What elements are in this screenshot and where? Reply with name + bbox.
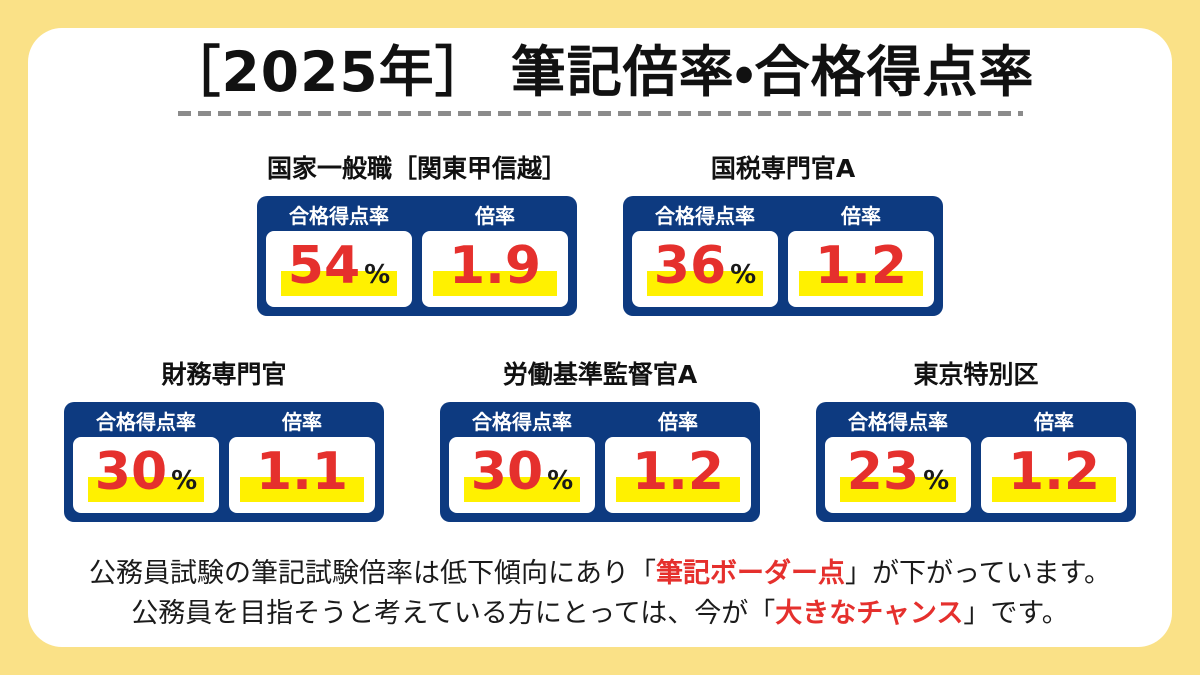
exam-group-kokuzei: 国税専門官A 合格得点率 36% 倍率 1.2 [623, 154, 943, 316]
ratio-value: 1.2 [814, 235, 908, 296]
stat-card: 合格得点率 54% 倍率 1.9 [257, 195, 577, 316]
score-rate-label: 合格得点率 [289, 203, 389, 228]
percent-sign: % [364, 259, 391, 290]
ratio-column: 倍率 1.9 [422, 201, 568, 307]
stat-card: 合格得点率 36% 倍率 1.2 [623, 195, 943, 316]
ratio-label: 倍率 [658, 409, 698, 434]
percent-sign: % [171, 465, 198, 496]
highlight-bar: 1.2 [991, 446, 1117, 502]
page-title: ［2025年］ 筆記倍率・合格得点率 [165, 40, 1035, 104]
percent-sign: % [547, 465, 574, 496]
exam-name: 国税専門官A [710, 153, 856, 183]
ratio-column: 倍率 1.2 [788, 201, 934, 307]
ratio-value: 1.2 [631, 441, 725, 502]
exam-name: 国家一般職［関東甲信越］ [266, 153, 567, 183]
footer-text: 」が下がっています。 [845, 557, 1111, 589]
score-rate-label: 合格得点率 [848, 409, 948, 434]
ratio-value: 1.2 [1007, 441, 1101, 502]
score-column: 合格得点率 36% [632, 201, 778, 307]
stat-card: 合格得点率 30% 倍率 1.2 [440, 401, 760, 522]
exam-group-roudou: 労働基準監督官A 合格得点率 30% 倍率 1.2 [440, 360, 760, 522]
score-value-box: 36% [632, 230, 778, 307]
ratio-value-box: 1.1 [229, 436, 375, 513]
highlight-bar: 30% [87, 446, 205, 502]
score-value-box: 23% [825, 436, 971, 513]
ratio-label: 倍率 [841, 203, 881, 228]
ratio-value: 1.9 [448, 235, 542, 296]
footer-line-2: 公務員を目指そうと考えている方にとっては、今が「大きなチャンス」です。 [89, 594, 1111, 635]
score-value: 36 [653, 235, 727, 296]
highlight-bar: 30% [463, 446, 581, 502]
highlight-bar: 1.1 [239, 446, 365, 502]
highlight-bar: 54% [280, 240, 398, 296]
ratio-label: 倍率 [1034, 409, 1074, 434]
ratio-value-box: 1.2 [788, 230, 934, 307]
highlight-bar: 1.2 [615, 446, 741, 502]
highlight-bar: 1.9 [432, 240, 558, 296]
highlight-bar: 36% [646, 240, 764, 296]
card-row-2: 財務専門官 合格得点率 30% 倍率 1.1 労働基準監督官A [64, 360, 1136, 522]
card-row-1: 国家一般職［関東甲信越］ 合格得点率 54% 倍率 1.9 国税専門官A [257, 154, 943, 316]
score-column: 合格得点率 30% [73, 407, 219, 513]
score-value: 30 [94, 441, 168, 502]
footer-text: 公務員を目指そうと考えている方にとっては、今が「 [131, 598, 776, 630]
ratio-column: 倍率 1.2 [981, 407, 1127, 513]
ratio-value-box: 1.9 [422, 230, 568, 307]
footer-emphasis-border-point: 筆記ボーダー点 [656, 557, 846, 589]
footer-text: 」です。 [963, 598, 1069, 630]
ratio-label: 倍率 [475, 203, 515, 228]
exam-group-tokyo: 東京特別区 合格得点率 23% 倍率 1.2 [816, 360, 1136, 522]
dashed-divider [177, 110, 1023, 116]
percent-sign: % [730, 259, 757, 290]
ratio-label: 倍率 [282, 409, 322, 434]
stat-card: 合格得点率 30% 倍率 1.1 [64, 401, 384, 522]
score-value-box: 30% [449, 436, 595, 513]
footer-line-1: 公務員試験の筆記試験倍率は低下傾向にあり「筆記ボーダー点」が下がっています。 [89, 554, 1111, 595]
exam-name: 財務専門官 [161, 359, 287, 389]
score-value-box: 54% [266, 230, 412, 307]
footer-note: 公務員試験の筆記試験倍率は低下傾向にあり「筆記ボーダー点」が下がっています。 公… [89, 554, 1111, 635]
footer-text: 公務員試験の筆記試験倍率は低下傾向にあり「 [89, 557, 657, 589]
ratio-column: 倍率 1.1 [229, 407, 375, 513]
ratio-value-box: 1.2 [981, 436, 1127, 513]
highlight-bar: 1.2 [798, 240, 924, 296]
score-rate-label: 合格得点率 [96, 409, 196, 434]
exam-name: 東京特別区 [913, 359, 1039, 389]
score-value: 54 [287, 235, 361, 296]
exam-group-zaimu: 財務専門官 合格得点率 30% 倍率 1.1 [64, 360, 384, 522]
highlight-bar: 23% [839, 446, 957, 502]
exam-name: 労働基準監督官A [502, 359, 698, 389]
ratio-value-box: 1.2 [605, 436, 751, 513]
score-value-box: 30% [73, 436, 219, 513]
score-rate-label: 合格得点率 [472, 409, 572, 434]
score-column: 合格得点率 54% [266, 201, 412, 307]
ratio-value: 1.1 [255, 441, 349, 502]
score-column: 合格得点率 23% [825, 407, 971, 513]
exam-group-kokka-ippan: 国家一般職［関東甲信越］ 合格得点率 54% 倍率 1.9 [257, 154, 577, 316]
stat-card: 合格得点率 23% 倍率 1.2 [816, 401, 1136, 522]
score-value: 23 [846, 441, 920, 502]
infographic-panel: ［2025年］ 筆記倍率・合格得点率 国家一般職［関東甲信越］ 合格得点率 54… [28, 28, 1172, 647]
footer-emphasis-big-chance: 大きなチャンス [775, 598, 964, 630]
score-value: 30 [470, 441, 544, 502]
score-column: 合格得点率 30% [449, 407, 595, 513]
score-rate-label: 合格得点率 [655, 203, 755, 228]
percent-sign: % [923, 465, 950, 496]
ratio-column: 倍率 1.2 [605, 407, 751, 513]
